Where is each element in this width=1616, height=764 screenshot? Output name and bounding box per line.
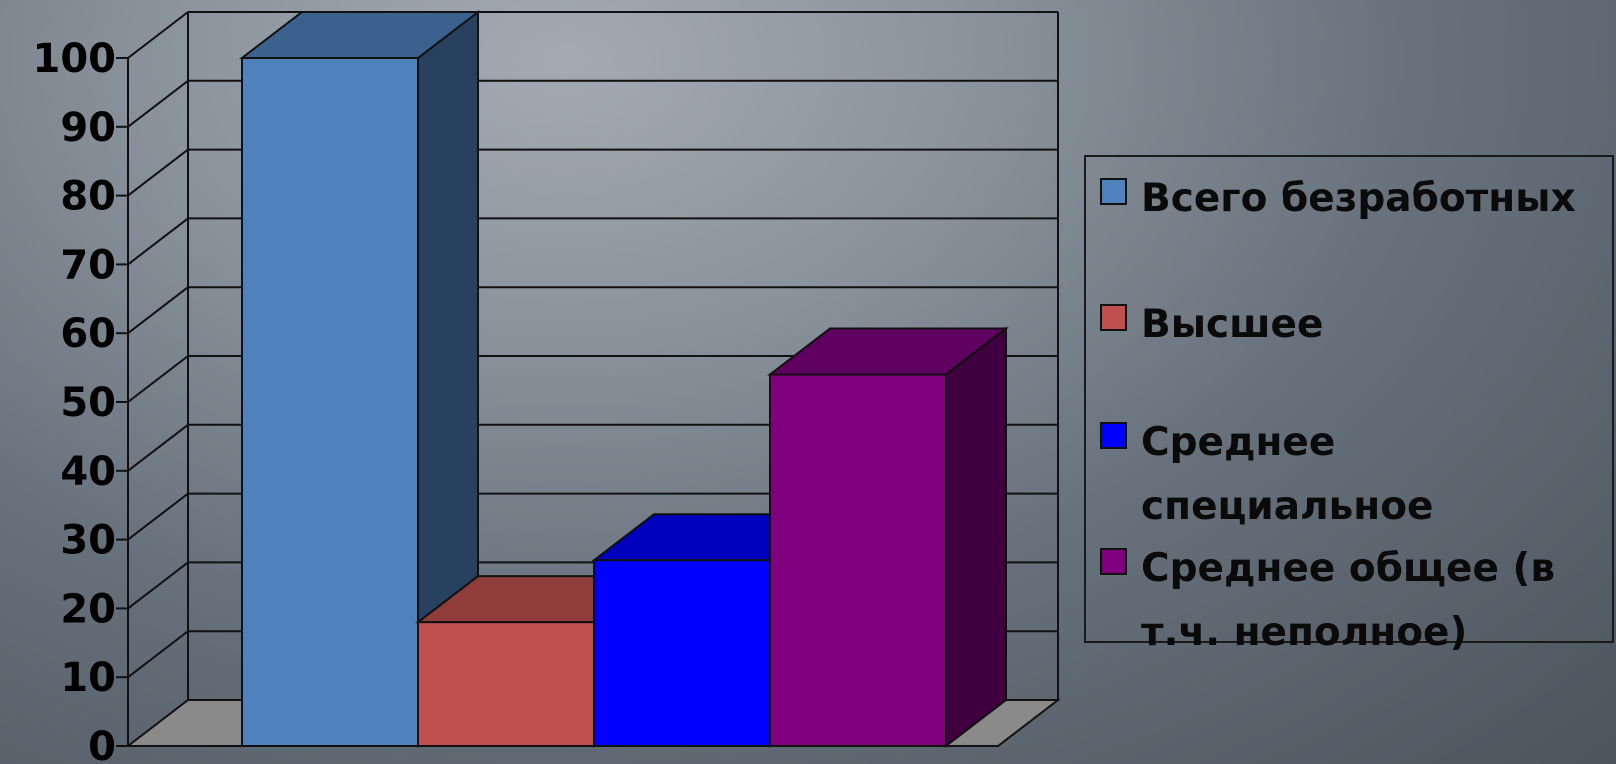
legend-swatch-vocational — [1100, 422, 1127, 449]
legend-swatch-total — [1100, 178, 1127, 205]
legend-label-vocational: Среднее специальное — [1141, 420, 1434, 529]
y-axis-ticks: 0 10 20 30 40 50 60 70 80 90 100 — [33, 36, 128, 764]
y-tick-label-70: 70 — [60, 242, 116, 288]
bar-2-front — [417, 621, 595, 747]
bar-1-front — [241, 57, 419, 747]
legend-item-vocational: Среднее специальное — [1100, 411, 1611, 539]
y-tick-label-90: 90 — [60, 105, 116, 151]
y-tick-label-40: 40 — [60, 449, 116, 495]
bar-4 — [767, 326, 1009, 749]
y-tick-label-60: 60 — [60, 311, 116, 357]
bar-4-side — [945, 326, 1007, 749]
legend-swatch-higher — [1100, 304, 1127, 331]
gridline-side-20 — [127, 561, 189, 610]
bars — [239, 9, 1009, 749]
gridline-side-70 — [127, 217, 189, 266]
legend: Всего безработных Высшее Среднее специал… — [1084, 155, 1614, 655]
gridline-side-30 — [127, 492, 189, 541]
y-tick-label-50: 50 — [60, 380, 116, 426]
gridline-side-80 — [127, 148, 189, 197]
legend-item-total: Всего безработных — [1100, 167, 1611, 231]
y-tick-label-100: 100 — [33, 36, 117, 82]
legend-item-higher: Высшее — [1100, 293, 1611, 357]
gridline-side-50 — [127, 355, 189, 403]
bar-1 — [239, 9, 481, 749]
legend-label-higher: Высшее — [1141, 302, 1324, 347]
gridline-side-90 — [127, 80, 189, 128]
legend-label-general: Среднее общее (в т.ч. неполное) — [1141, 546, 1556, 655]
y-tick-label-80: 80 — [60, 174, 116, 220]
bar-4-front — [769, 373, 947, 747]
gridline-side-10 — [127, 630, 189, 678]
legend-item-general: Среднее общее (в т.ч. неполное) — [1100, 537, 1611, 665]
y-tick-label-0: 0 — [88, 724, 116, 764]
y-tick-label-10: 10 — [60, 655, 116, 701]
bar-3-front — [593, 559, 771, 747]
gridline-side-60 — [127, 286, 189, 334]
gridline-side-100 — [127, 11, 189, 59]
gridline-side-40 — [127, 424, 189, 472]
legend-label-total: Всего безработных — [1141, 176, 1576, 221]
legend-swatch-general — [1100, 548, 1127, 575]
y-tick-label-20: 20 — [60, 586, 116, 632]
y-tick-label-30: 30 — [60, 518, 116, 564]
